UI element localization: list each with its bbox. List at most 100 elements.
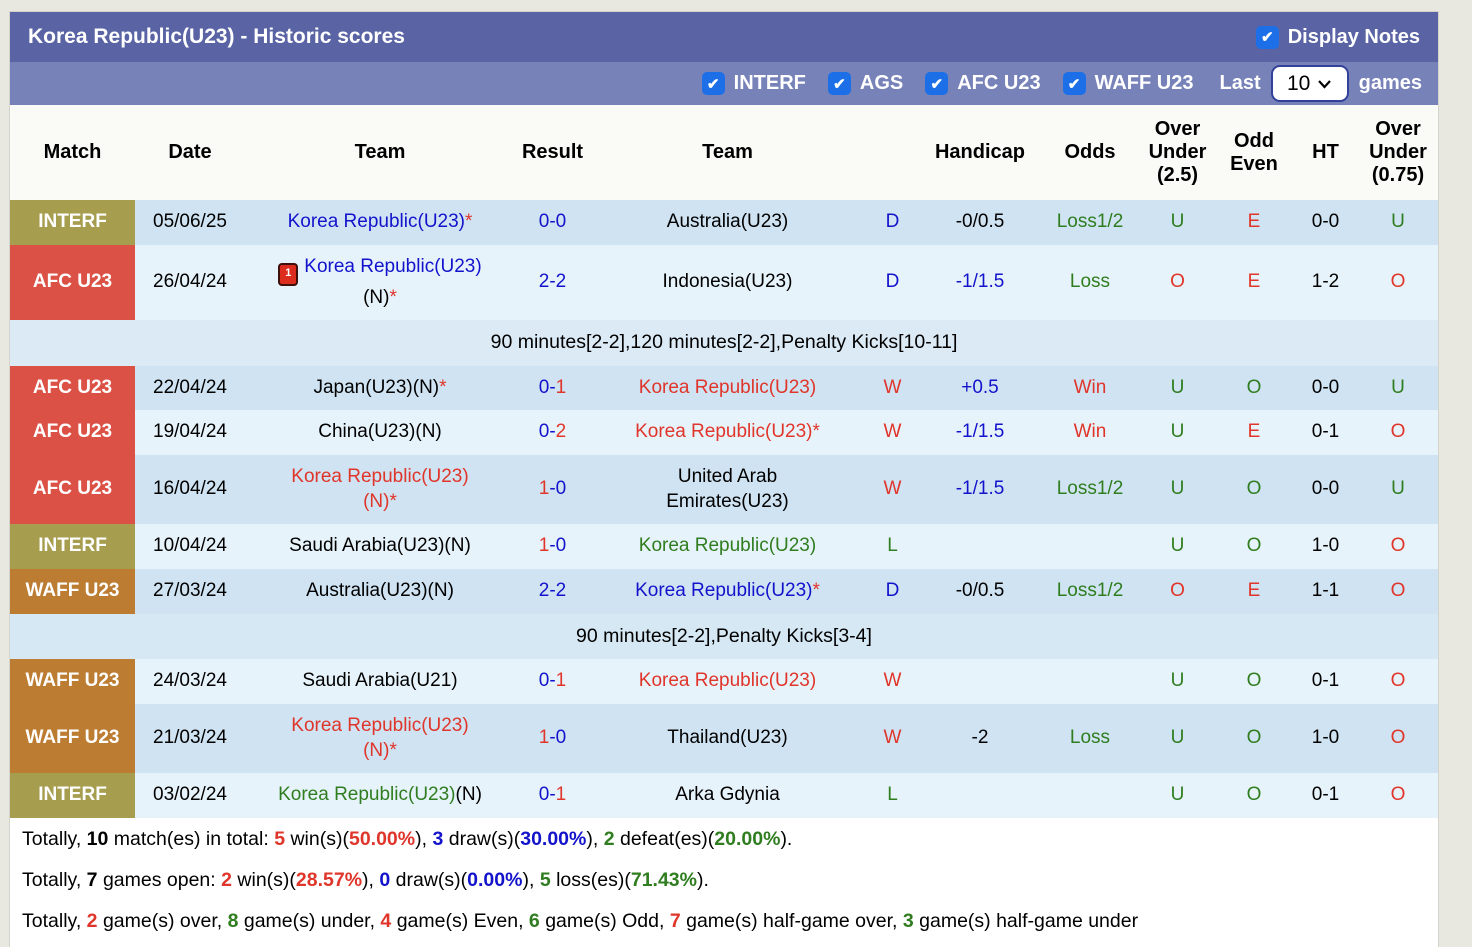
cell-result: 0-1 [515,773,590,818]
cell-odds: Loss [1040,704,1140,773]
text-part: -2 [971,727,989,749]
cell-odd-even: E [1215,200,1293,245]
cell-wdl: W [865,366,920,411]
table-row: WAFF U23 27/03/24 Australia(U23)(N) 2-2 Kore… [10,569,1438,614]
cell-result: 2-2 [515,245,590,321]
cell-ht: 0-1 [1311,421,1340,443]
column-header [865,105,920,200]
filter-interf[interactable]: ✔ INTERF [701,72,806,95]
text-part: Korea Republic(U23) [278,784,456,806]
checkbox-checked-icon[interactable]: ✔ [701,72,725,95]
cell-odds: Loss1/2 [1040,455,1140,524]
text-part: U [1391,478,1405,500]
games-count-select[interactable]: 10 [1270,65,1349,102]
cell-handicap: -0/0.5 [920,200,1040,245]
text-part: draw(s)( [390,868,468,891]
text-part: O [1170,580,1185,602]
column-header: Date [135,105,245,200]
checkbox-checked-icon[interactable]: ✔ [827,72,851,95]
text-part: -0 [549,727,567,749]
text-part: O [1390,535,1406,557]
cell-date: 27/03/24 [153,580,227,602]
cell-over-under-075: O [1358,659,1438,704]
text-part: 2-2 [538,580,567,602]
checkbox-checked-icon[interactable]: ✔ [1062,72,1086,95]
text-part: Loss1/2 [1056,211,1124,232]
text-part: 10 [86,827,109,850]
text-part: Loss [1069,271,1111,293]
text-part: -1/1.5 [955,478,1005,500]
text-part: O [1390,670,1406,692]
text-part: 0.00% [467,868,523,891]
filter-label: AGS [859,72,904,94]
display-notes-toggle[interactable]: ✔ Display Notes [1255,25,1420,49]
cell-over-under-25: U [1140,366,1215,411]
text-part: O [1246,535,1262,557]
text-part: ), [415,827,433,850]
cell-over-under-075: U [1358,455,1438,524]
note-row: 90 minutes[2-2],120 minutes[2-2],Penalty… [10,320,1438,366]
filter-afc-u23[interactable]: ✔ AFC U23 [925,72,1041,95]
text-part: Korea Republic(U23) [638,670,817,692]
text-part: 0-0 [538,211,567,232]
cell-over-under-25: U [1140,200,1215,245]
display-notes-label: Display Notes [1287,25,1420,48]
text-part: W [883,478,902,500]
text-part: 4 [380,909,392,932]
text-part: 0- [538,421,556,443]
text-part: 0- [538,670,556,692]
text-part: game(s) half-game under [913,909,1139,932]
text-part: * [812,421,820,443]
text-part: 1 [555,670,567,692]
match-type-badge: INTERF [10,773,135,818]
text-part: match(es) in total: [108,827,275,850]
text-part: win(s)( [231,868,296,891]
text-part: games open: [97,868,222,891]
cell-odds [1040,659,1140,704]
text-part: O [1246,478,1262,500]
text-part: 1 [538,727,550,749]
table-row: AFC U23 22/04/24 Japan(U23)(N)* 0-1 Korea Re… [10,365,1438,411]
text-part: 1 [538,535,550,557]
text-part: ). [696,868,709,891]
filter-label: WAFF U23 [1094,72,1194,94]
cell-odd-even: E [1215,245,1293,321]
cell-home-team: Japan(U23)(N)* [245,366,515,411]
cell-odd-even: O [1215,366,1293,411]
checkbox-checked-icon[interactable]: ✔ [1255,25,1279,49]
checkbox-checked-icon[interactable]: ✔ [925,72,949,95]
column-header: Team [245,105,515,200]
text-part: game(s) half-game over, [680,909,903,932]
cell-date: 22/04/24 [153,376,227,398]
cell-odd-even: O [1215,704,1293,773]
note-text: 90 minutes[2-2],Penalty Kicks[3-4] [576,624,872,647]
text-part: * [439,376,447,398]
table-row: INTERF 03/02/24 Korea Republic(U23)(N) 0-1 A… [10,773,1438,818]
summary-line: Totally, 10 match(es) in total: 5 win(s)… [10,819,1438,860]
text-part: Indonesia(U23) [662,271,793,293]
text-part: Australia(U23)(N) [306,580,454,602]
cell-over-under-075: O [1358,704,1438,773]
text-part: E [1247,211,1261,232]
cell-result: 0-1 [515,659,590,704]
text-part: W [883,727,902,749]
cell-wdl: D [865,200,920,245]
cell-handicap: -2 [920,704,1040,773]
text-part: Loss1/2 [1056,580,1124,602]
cell-handicap [920,773,1040,818]
text-part: D [885,211,900,232]
filter-waff-u23[interactable]: ✔ WAFF U23 [1062,72,1194,95]
filter-ags[interactable]: ✔ AGS [827,72,904,95]
historic-scores-panel: Korea Republic(U23) - Historic scores ✔ … [10,12,1438,947]
historic-scores-table: Match Date Team Result Team Handicap Odds Over … [10,105,1438,818]
title-bar: Korea Republic(U23) - Historic scores ✔ … [10,12,1438,62]
text-part: 8 [227,909,239,932]
cell-handicap: -0/0.5 [920,569,1040,614]
cell-result: 0-1 [515,366,590,411]
scores-tbody: INTERF 05/06/25 Korea Republic(U23)* 0-0 Aus… [10,200,1438,818]
cell-ht: 0-0 [1311,478,1340,500]
text-part: U [1391,376,1405,398]
column-header: Odds [1040,105,1140,200]
column-header: Over Under (0.75) [1358,105,1438,200]
column-header: Team [590,105,865,200]
